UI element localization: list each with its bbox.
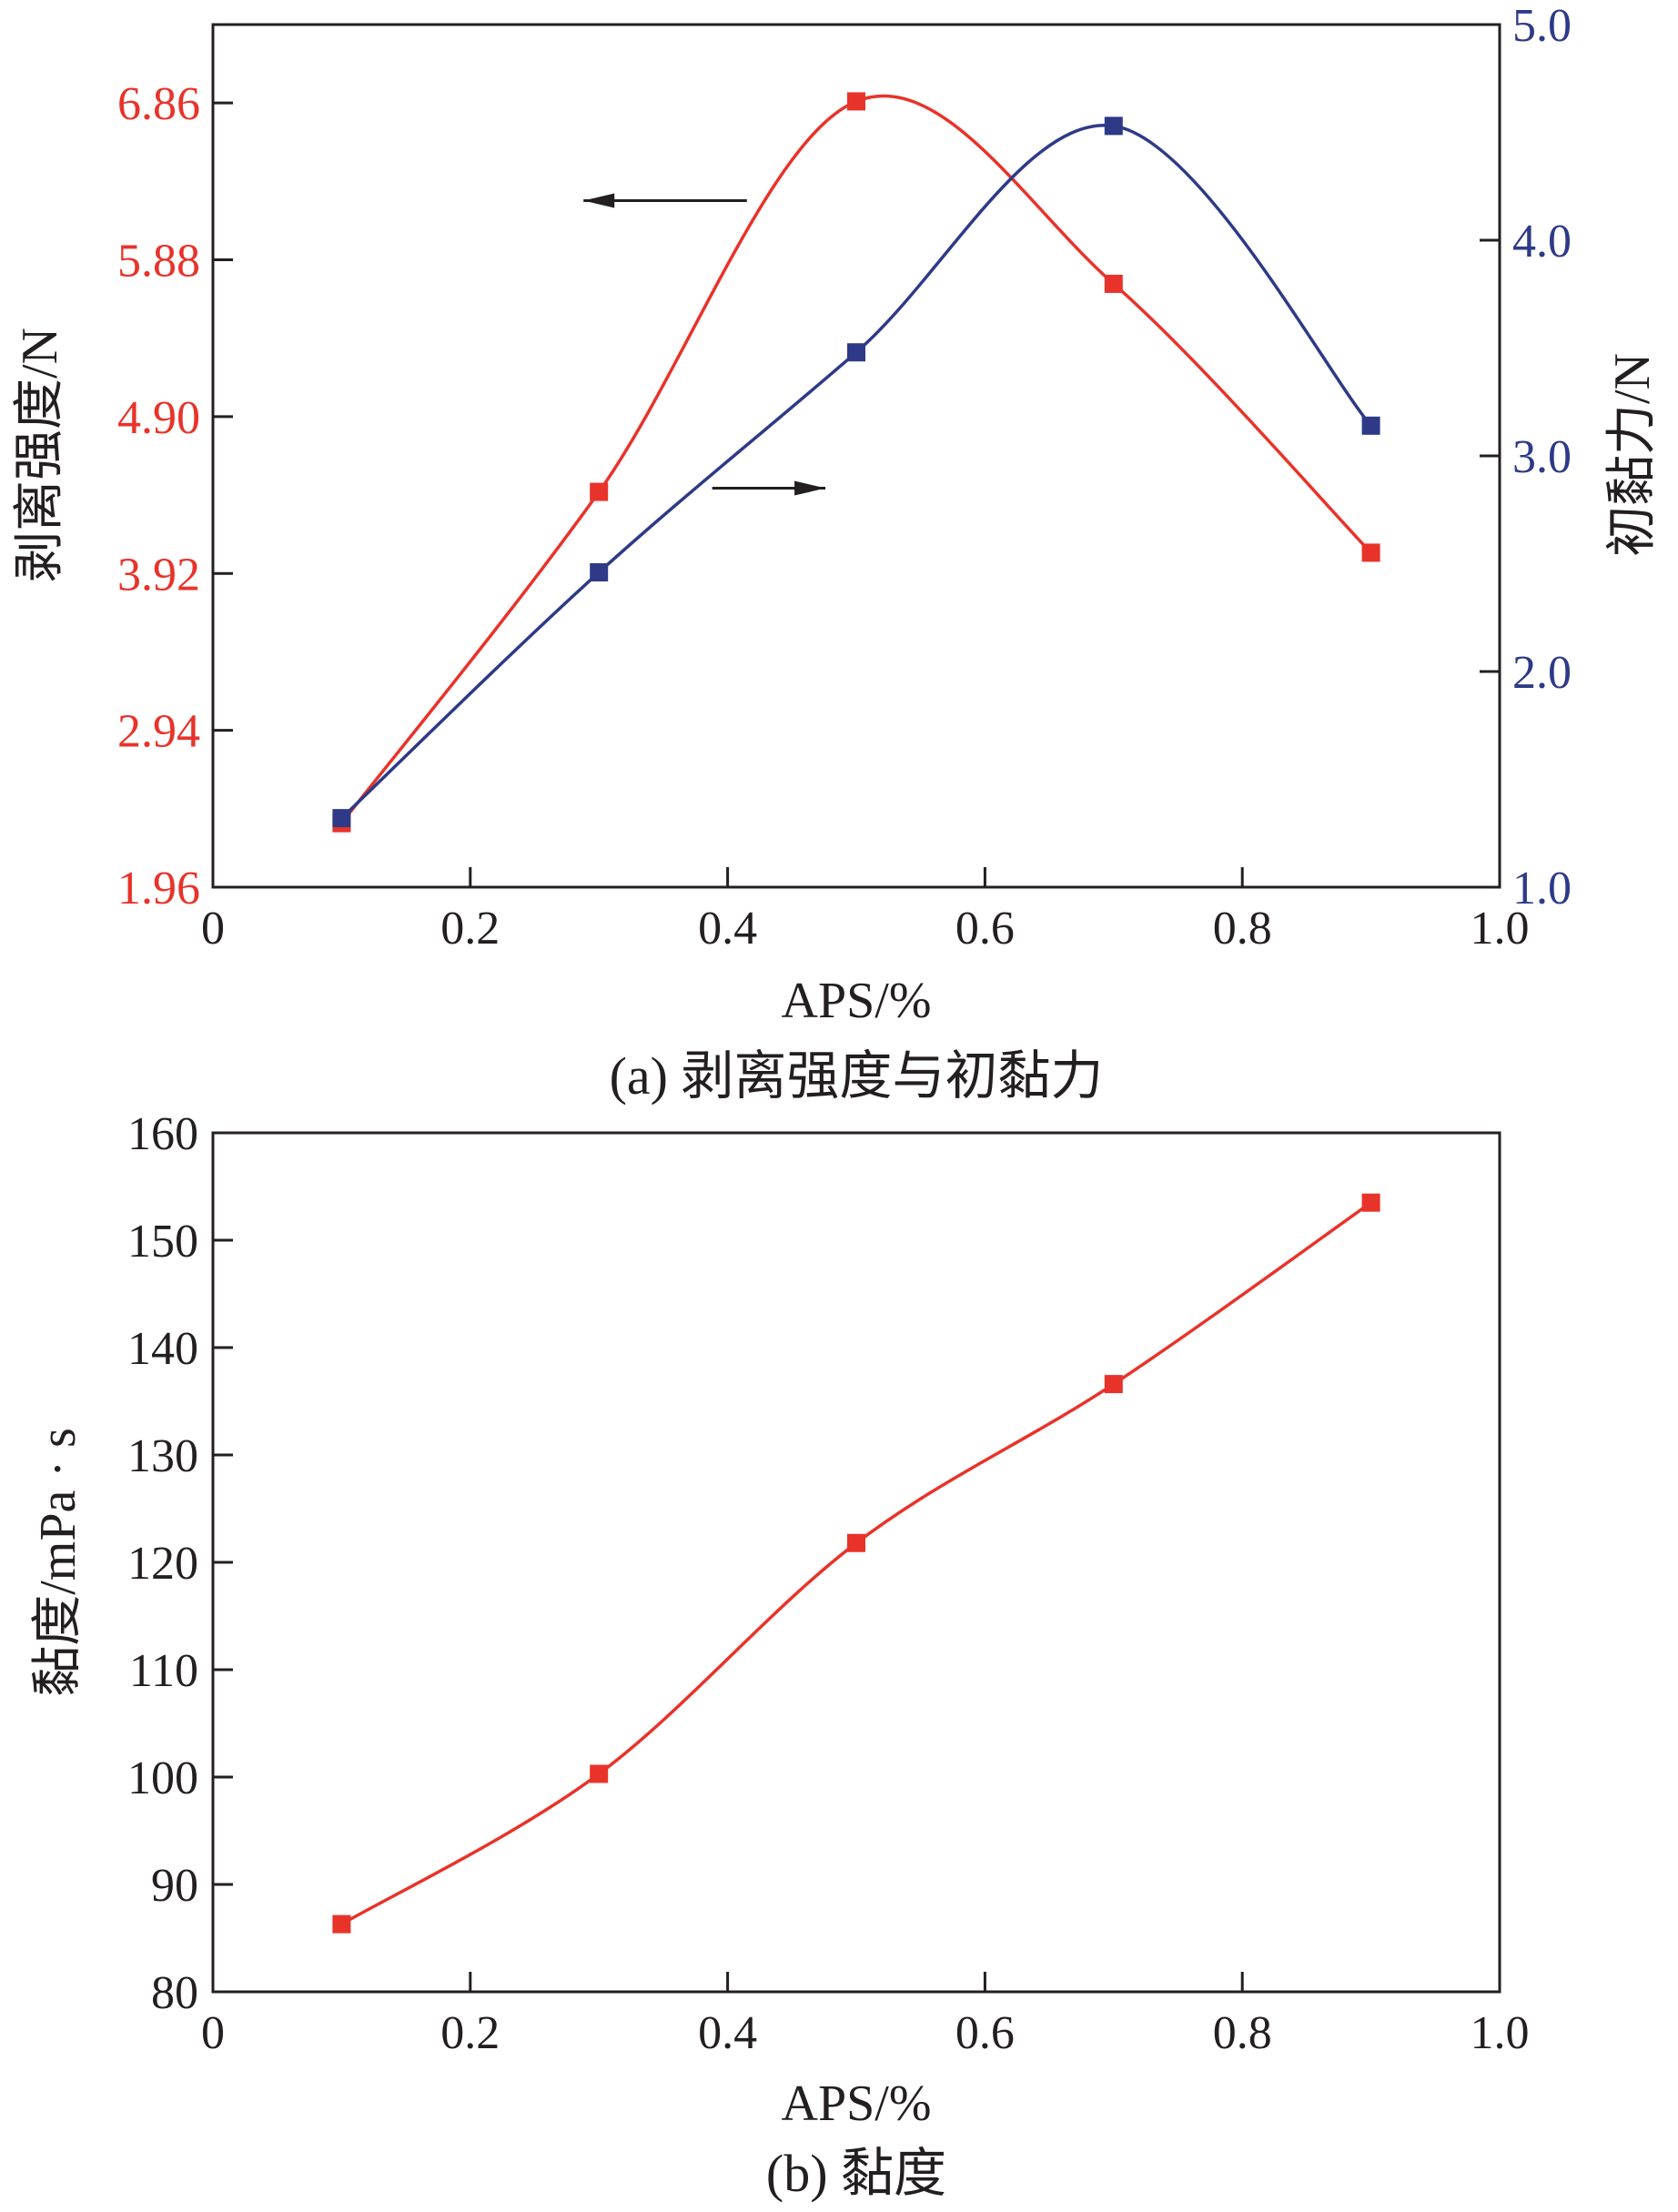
viscosity-point: [847, 1533, 865, 1552]
right-y-tick-label: 5.0: [1512, 0, 1572, 52]
x-tick-label: 0.6: [955, 2007, 1015, 2059]
tack-force-point: [332, 809, 351, 828]
y-tick-label: 140: [127, 1323, 198, 1375]
series-group: [332, 1193, 1380, 1934]
x-axis: 0 0.2 0.4 0.6 0.8 1.0: [201, 867, 1530, 954]
right-y-axis-title: 初黏力/N: [1604, 353, 1661, 557]
tack-force-point: [1104, 116, 1123, 136]
viscosity-point: [1361, 1193, 1380, 1212]
peel-strength-tack-chart: 0 0.2 0.4 0.6 0.8 1.0 1.96 2.94 3.92 4.90 5.88 6.8…: [12, 0, 1661, 1106]
left-y-tick-label: 3.92: [117, 549, 200, 601]
peel-strength-point: [847, 92, 865, 111]
peel-strength-point: [1104, 274, 1123, 293]
x-tick-label: 0.6: [955, 903, 1015, 954]
peel-strength-point: [1361, 543, 1380, 562]
peel-strength-point: [590, 482, 609, 501]
x-axis-title: APS/%: [782, 973, 932, 1029]
x-tick-label: 1.0: [1471, 2007, 1530, 2059]
caption-a: (a) 剥离强度与初黏力: [610, 1046, 1104, 1106]
y-tick-label: 110: [129, 1645, 198, 1697]
left-y-axis: 1.96 2.94 3.92 4.90 5.88 6.86: [117, 78, 233, 914]
left-y-tick-label: 5.88: [117, 236, 200, 288]
y-tick-label: 130: [127, 1430, 198, 1482]
y-axis-title: 黏度/mPa · s: [30, 1428, 86, 1697]
right-y-tick-label: 4.0: [1512, 216, 1572, 268]
x-tick-label: 0.8: [1213, 2007, 1272, 2059]
x-tick-label: 0: [201, 2007, 225, 2059]
x-axis: 0 0.2 0.4 0.6 0.8 1.0: [201, 1972, 1530, 2059]
x-tick-label: 0.4: [698, 2007, 757, 2059]
tack-force-point: [590, 562, 609, 581]
x-tick-label: 0.8: [1213, 903, 1272, 954]
axis-indicator-arrows: [583, 193, 826, 496]
y-tick-label: 80: [151, 1967, 198, 2019]
x-tick-label: 0.2: [440, 903, 500, 954]
series-group: [332, 92, 1380, 833]
left-y-tick-label: 2.94: [117, 706, 200, 758]
viscosity-point: [332, 1914, 351, 1934]
caption-b: (b) 黏度: [766, 2144, 946, 2203]
right-y-axis: 1.0 2.0 3.0 4.0 5.0: [1480, 0, 1572, 914]
x-tick-label: 0.4: [698, 903, 757, 954]
left-y-tick-label: 4.90: [117, 392, 200, 444]
plot-area-frame: [211, 1131, 1501, 1994]
tack-force-point: [847, 343, 865, 362]
peel-strength-line: [340, 94, 1372, 824]
right-y-tick-label: 2.0: [1512, 647, 1572, 699]
viscosity-line: [340, 1201, 1372, 1926]
left-y-tick-label: 6.86: [117, 78, 200, 130]
viscosity-point: [1104, 1375, 1123, 1394]
right-axis-arrow-head: [794, 480, 826, 496]
y-tick-label: 100: [127, 1752, 198, 1804]
viscosity-point: [590, 1764, 609, 1783]
y-tick-label: 150: [127, 1216, 198, 1268]
x-axis-title: APS/%: [782, 2076, 932, 2132]
x-tick-label: 1.0: [1471, 903, 1530, 954]
left-y-tick-label: 1.96: [117, 863, 200, 914]
tack-force-line: [340, 124, 1372, 820]
y-tick-label: 90: [151, 1860, 198, 1912]
x-tick-label: 0: [201, 903, 225, 954]
tack-force-point: [1361, 416, 1380, 435]
y-tick-label: 120: [127, 1538, 198, 1590]
y-axis: 80 90 100 110 120 130 140 150 160: [127, 1108, 233, 2019]
x-tick-label: 0.2: [440, 2007, 500, 2059]
right-y-tick-label: 1.0: [1512, 863, 1572, 914]
y-tick-label: 160: [127, 1108, 198, 1160]
viscosity-chart: 0 0.2 0.4 0.6 0.8 1.0 80 90 100 110 120 130 140 150 1…: [30, 1108, 1530, 2203]
right-y-tick-label: 3.0: [1512, 431, 1572, 483]
left-y-axis-title: 剥离强度/N: [12, 328, 68, 582]
left-axis-arrow-head: [583, 193, 615, 208]
